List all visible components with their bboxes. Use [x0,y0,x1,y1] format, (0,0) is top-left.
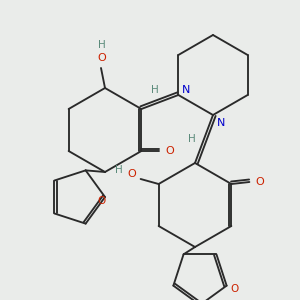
Text: H: H [188,134,196,144]
Text: O: O [127,169,136,179]
Text: O: O [165,146,174,156]
Text: H: H [98,40,106,50]
Text: N: N [217,118,225,128]
Text: H: H [115,165,122,175]
Text: O: O [230,284,239,294]
Text: O: O [255,177,264,187]
Text: O: O [98,196,106,206]
Text: O: O [98,53,106,63]
Text: N: N [182,85,190,95]
Text: H: H [151,85,159,95]
